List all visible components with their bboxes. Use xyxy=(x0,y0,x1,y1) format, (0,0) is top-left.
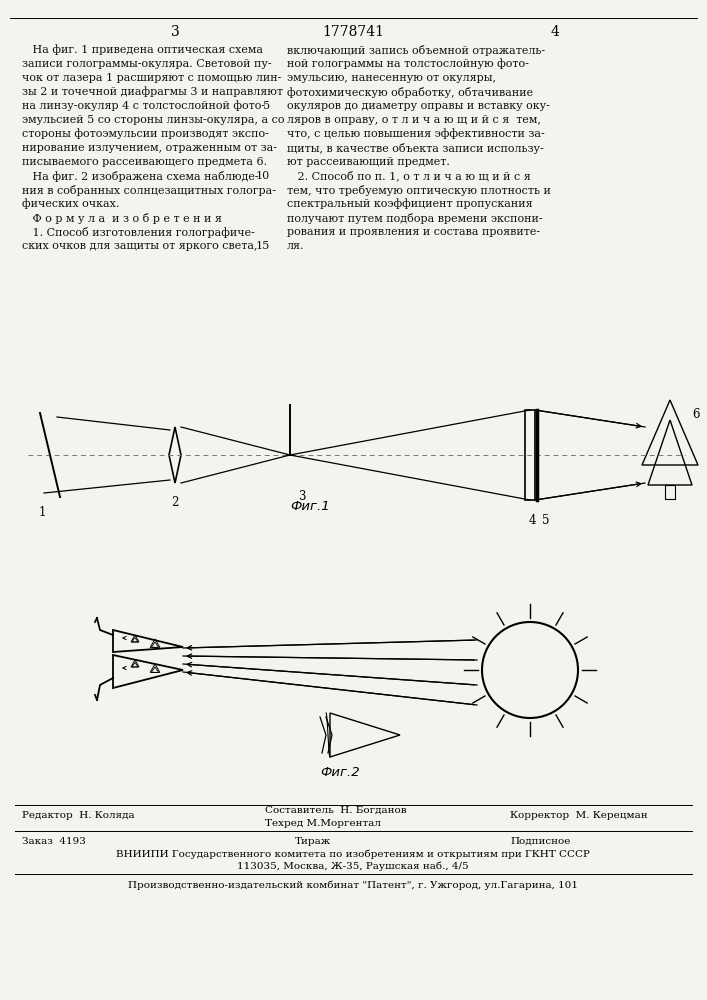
Text: фотохимическую обработку, обтачивание: фотохимическую обработку, обтачивание xyxy=(287,87,533,98)
Text: эмульсию, нанесенную от окуляры,: эмульсию, нанесенную от окуляры, xyxy=(287,73,496,83)
Bar xyxy=(525,410,535,500)
Text: ля.: ля. xyxy=(287,241,305,251)
Text: ВНИИПИ Государственного комитета по изобретениям и открытиям при ГКНТ СССР: ВНИИПИ Государственного комитета по изоб… xyxy=(116,849,590,859)
Text: ют рассеивающий предмет.: ют рассеивающий предмет. xyxy=(287,157,450,167)
Text: 1778741: 1778741 xyxy=(322,25,384,39)
Text: зы 2 и точечной диафрагмы 3 и направляют: зы 2 и точечной диафрагмы 3 и направляют xyxy=(22,87,283,97)
Text: 6: 6 xyxy=(692,408,699,422)
Text: включающий запись объемной отражатель-: включающий запись объемной отражатель- xyxy=(287,44,545,55)
Circle shape xyxy=(482,622,578,718)
Text: ния в собранных солнцезащитных гологра-: ния в собранных солнцезащитных гологра- xyxy=(22,184,276,196)
Text: Производственно-издательский комбинат "Патент", г. Ужгород, ул.Гагарина, 101: Производственно-издательский комбинат "П… xyxy=(128,880,578,890)
Text: стороны фотоэмульсии производят экспо-: стороны фотоэмульсии производят экспо- xyxy=(22,129,269,139)
Text: 3: 3 xyxy=(298,490,305,504)
Text: Техред М.Моргентал: Техред М.Моргентал xyxy=(265,818,381,828)
Text: 5: 5 xyxy=(542,514,549,526)
Text: 15: 15 xyxy=(256,241,270,251)
Text: ских очков для защиты от яркого света,: ских очков для защиты от яркого света, xyxy=(22,241,257,251)
Text: спектральный коэффициент пропускания: спектральный коэффициент пропускания xyxy=(287,199,532,209)
Text: 1. Способ изготовления голографиче-: 1. Способ изготовления голографиче- xyxy=(22,227,255,237)
Text: нирование излучением, отраженным от за-: нирование излучением, отраженным от за- xyxy=(22,143,277,153)
Text: 2. Способ по п. 1, о т л и ч а ю щ и й с я: 2. Способ по п. 1, о т л и ч а ю щ и й с… xyxy=(287,171,531,181)
Text: 4: 4 xyxy=(551,25,559,39)
Text: Фиг.2: Фиг.2 xyxy=(320,766,360,778)
Text: Заказ  4193: Заказ 4193 xyxy=(22,836,86,846)
Text: Составитель  Н. Богданов: Составитель Н. Богданов xyxy=(265,806,407,814)
Text: окуляров до диаметру оправы и вставку оку-: окуляров до диаметру оправы и вставку ок… xyxy=(287,101,550,111)
Text: 1: 1 xyxy=(38,506,46,520)
Text: чок от лазера 1 расширяют с помощью лин-: чок от лазера 1 расширяют с помощью лин- xyxy=(22,73,281,83)
Text: Тираж: Тираж xyxy=(295,836,331,846)
Text: Подписное: Подписное xyxy=(510,836,571,846)
Text: рования и проявления и состава проявите-: рования и проявления и состава проявите- xyxy=(287,227,540,237)
Text: 10: 10 xyxy=(256,171,270,181)
Text: ляров в оправу, о т л и ч а ю щ и й с я  тем,: ляров в оправу, о т л и ч а ю щ и й с я … xyxy=(287,115,541,125)
Text: записи голограммы-окуляра. Световой пу-: записи голограммы-окуляра. Световой пу- xyxy=(22,59,271,69)
Text: 3: 3 xyxy=(170,25,180,39)
Text: щиты, в качестве объекта записи использу-: щиты, в качестве объекта записи использу… xyxy=(287,142,544,153)
Text: фических очках.: фических очках. xyxy=(22,199,119,209)
Text: эмульсией 5 со стороны линзы-окуляра, а со: эмульсией 5 со стороны линзы-окуляра, а … xyxy=(22,115,284,125)
Text: на линзу-окуляр 4 с толстослойной фото-: на линзу-окуляр 4 с толстослойной фото- xyxy=(22,101,265,111)
Text: Ф о р м у л а  и з о б р е т е н и я: Ф о р м у л а и з о б р е т е н и я xyxy=(22,213,222,224)
Text: 4: 4 xyxy=(528,514,536,526)
Text: Фиг.1: Фиг.1 xyxy=(290,500,329,514)
Text: 2: 2 xyxy=(171,496,179,510)
Text: что, с целью повышения эффективности за-: что, с целью повышения эффективности за- xyxy=(287,129,545,139)
Text: писываемого рассеивающего предмета 6.: писываемого рассеивающего предмета 6. xyxy=(22,157,267,167)
Text: 5: 5 xyxy=(263,101,270,111)
Text: тем, что требуемую оптическую плотность и: тем, что требуемую оптическую плотность … xyxy=(287,184,551,196)
Text: На фиг. 1 приведена оптическая схема: На фиг. 1 приведена оптическая схема xyxy=(22,45,263,55)
Text: Корректор  М. Керецман: Корректор М. Керецман xyxy=(510,810,648,820)
Text: получают путем подбора времени экспони-: получают путем подбора времени экспони- xyxy=(287,213,543,224)
Text: 113035, Москва, Ж-35, Раушская наб., 4/5: 113035, Москва, Ж-35, Раушская наб., 4/5 xyxy=(237,861,469,871)
Text: На фиг. 2 изображена схема наблюде-: На фиг. 2 изображена схема наблюде- xyxy=(22,170,259,182)
Text: Редактор  Н. Коляда: Редактор Н. Коляда xyxy=(22,810,134,820)
Text: ной голограммы на толстослойную фото-: ной голограммы на толстослойную фото- xyxy=(287,59,529,69)
